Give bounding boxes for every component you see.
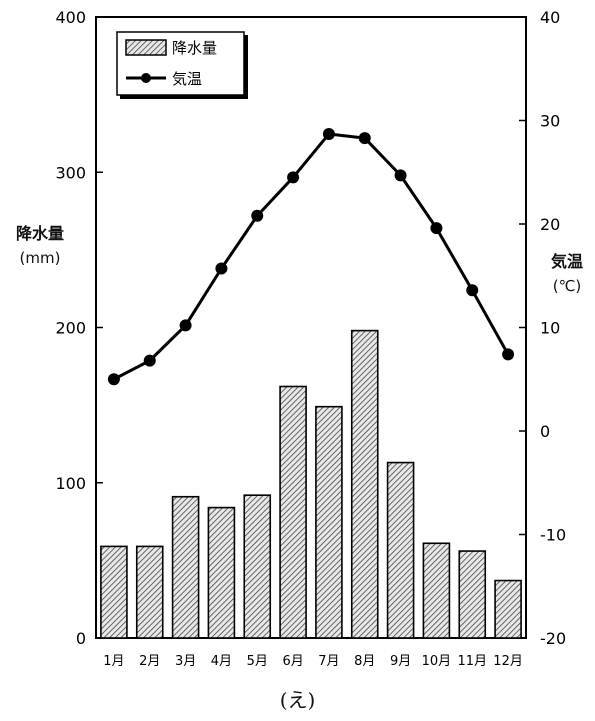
temperature-point — [502, 348, 515, 361]
x-tick-label: 4月 — [211, 654, 232, 669]
temperature-point — [322, 127, 335, 140]
right-tick-label: -20 — [540, 629, 566, 648]
precipitation-bars — [100, 329, 522, 639]
temperature-point — [358, 132, 371, 145]
temperature-point — [143, 354, 156, 367]
precipitation-bar — [315, 405, 343, 639]
legend-shadow-bottom — [120, 95, 248, 99]
temperature-point — [430, 222, 443, 235]
x-tick-label: 11月 — [457, 654, 487, 669]
figure-caption: (え) — [279, 688, 316, 712]
legend: 降水量 気温 — [116, 31, 248, 99]
precipitation-bar — [422, 542, 451, 639]
legend-bar-label: 降水量 — [172, 39, 217, 57]
x-tick-label: 5月 — [247, 654, 268, 669]
precipitation-bar — [171, 495, 200, 639]
precipitation-bar — [279, 385, 307, 639]
legend-line-marker — [141, 73, 151, 83]
right-axis-title: 気温 (℃) — [536, 250, 595, 298]
temperature-line — [107, 127, 515, 386]
precipitation-bar — [494, 579, 522, 639]
right-axis-unit: (℃) — [552, 277, 582, 295]
precipitation-bar — [458, 550, 487, 639]
right-axis-label: 気温 — [550, 252, 583, 271]
right-tick-label: -10 — [540, 526, 566, 545]
left-axis-unit: (mm) — [19, 249, 61, 267]
plot-area — [95, 16, 527, 639]
x-tick-label: 6月 — [282, 654, 303, 669]
x-tick-label: 12月 — [493, 654, 523, 669]
right-tick-label: 30 — [540, 112, 560, 131]
legend-line-label: 気温 — [172, 70, 202, 88]
right-axis-ticks: -20 -10 0 10 20 30 40 — [519, 8, 566, 648]
right-tick-label: 20 — [540, 215, 560, 234]
left-axis-ticks: 0 100 200 300 400 — [55, 8, 103, 648]
right-tick-label: 40 — [540, 8, 560, 27]
temperature-point — [179, 319, 192, 332]
left-axis-title: 降水量 (mm) — [4, 222, 76, 270]
x-tick-label: 8月 — [354, 654, 375, 669]
precipitation-bar — [350, 329, 379, 639]
temperature-point — [215, 262, 228, 275]
x-tick-label: 3月 — [175, 654, 196, 669]
temperature-point — [287, 171, 300, 184]
temperature-point — [466, 284, 479, 297]
x-tick-label: 10月 — [422, 654, 452, 669]
left-tick-label: 300 — [55, 163, 86, 182]
x-tick-label: 9月 — [390, 654, 411, 669]
precipitation-bar — [207, 506, 236, 639]
right-tick-label: 0 — [540, 422, 550, 441]
temperature-point — [394, 169, 407, 182]
x-axis-labels: 1月 2月 3月 4月 5月 6月 7月 8月 9月 10月 11月 12月 — [103, 654, 523, 669]
temperature-point — [251, 209, 264, 222]
precipitation-bar — [100, 545, 128, 639]
x-tick-label: 1月 — [103, 654, 124, 669]
temperature-point — [107, 373, 120, 386]
precipitation-bar — [386, 461, 415, 639]
temperature-polyline — [113, 132, 510, 381]
legend-shadow-right — [244, 35, 248, 98]
left-tick-label: 0 — [76, 629, 86, 648]
precipitation-bar — [243, 494, 272, 639]
right-tick-label: 10 — [540, 319, 560, 338]
x-tick-label: 2月 — [139, 654, 160, 669]
precipitation-bar — [135, 545, 164, 639]
left-axis-label: 降水量 — [15, 224, 64, 243]
left-tick-label: 200 — [55, 319, 86, 338]
legend-bar-swatch — [125, 39, 167, 56]
left-tick-label: 100 — [55, 474, 86, 493]
x-tick-label: 7月 — [318, 654, 339, 669]
left-tick-label: 400 — [55, 8, 86, 27]
